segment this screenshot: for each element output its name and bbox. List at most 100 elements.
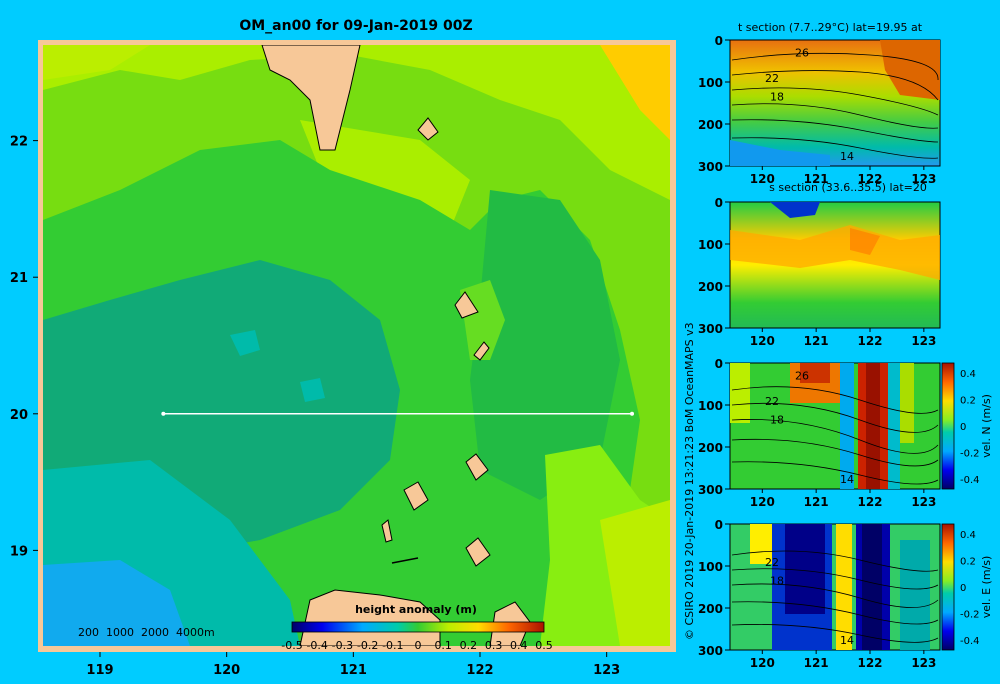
panel-contour-label: 22 [765, 72, 779, 85]
panel-y-tick-label: 0 [715, 518, 723, 532]
panel-x-tick-label: 121 [804, 334, 829, 348]
panel-contour-label: 26 [795, 47, 809, 60]
panel-contour-label: 14 [840, 634, 854, 647]
map-x-tick-label: 122 [466, 663, 493, 678]
panel-temperature-axes: 0 100 200 300 120 121 122 123 26 22 18 14 [698, 34, 936, 186]
panel-y-tick-label: 300 [698, 483, 723, 497]
panel-y-tick-label: 0 [715, 196, 723, 210]
panel-vel-east-colorbar-label: vel. E (m/s) [980, 556, 993, 619]
panel-salinity-axes: 0 100 200 300 120 121 122 123 [698, 196, 936, 348]
map-x-tick-label: 121 [340, 663, 367, 678]
panel-y-tick-label: 300 [698, 644, 723, 658]
panel-temperature: t section (7.7..29°C) lat=19.95 at 0 100 2… [698, 21, 941, 186]
colorbar-tick-label: -0.5 [281, 639, 302, 652]
panel-x-tick-label: 122 [857, 172, 882, 186]
map-axes: 119 120 121 122 123 22 21 20 19 [10, 135, 620, 678]
colorbar-tick-label: -0.2 [357, 639, 378, 652]
map-y-tick-label: 22 [10, 135, 28, 150]
panel-x-tick-label: 122 [857, 334, 882, 348]
panel-contour-label: 14 [840, 150, 854, 163]
panel-x-tick-label: 123 [911, 656, 936, 670]
panel-contour-label: 18 [770, 575, 784, 588]
panel-colorbar-tick-label: -0.2 [960, 449, 980, 460]
map-y-ticks: 22 21 20 19 [10, 135, 38, 559]
panel-contour-label: 14 [840, 473, 854, 486]
panel-temperature-title: t section (7.7..29°C) lat=19.95 at [738, 21, 923, 34]
depth-legend: 200 1000 2000 4000m [78, 626, 215, 639]
panel-colorbar-tick-label: 0.2 [960, 557, 976, 568]
map-x-tick-label: 123 [593, 663, 620, 678]
panel-y-tick-label: 0 [715, 34, 723, 48]
map-x-tick-label: 120 [213, 663, 240, 678]
section-start-marker [161, 411, 166, 416]
colorbar: height anomaly (m) -0.5 -0.4 -0.3 -0.2 -0.1 0… [281, 603, 552, 652]
panel-y-tick-label: 100 [698, 76, 723, 90]
panel-x-tick-label: 121 [804, 656, 829, 670]
panel-x-tick-label: 120 [750, 334, 775, 348]
panel-vel-north: vel. N (m/s) 0 100 200 300 120 121 122 123 26 22 1… [698, 357, 993, 509]
colorbar-tick-label: 0.3 [485, 639, 503, 652]
panel-x-tick-label: 123 [911, 334, 936, 348]
colorbar-tick-label: 0.5 [535, 639, 553, 652]
colorbar-title: height anomaly (m) [355, 603, 477, 616]
panel-vel-east-axes: 0 100 200 300 120 121 122 123 22 18 14 0.4 0.2 0 -0.2 -… [698, 518, 980, 670]
panel-y-tick-label: 100 [698, 238, 723, 252]
panel-x-tick-label: 120 [750, 172, 775, 186]
panel-vel-north-colorbar-label: vel. N (m/s) [980, 394, 993, 458]
colorbar-gradient [291, 621, 545, 633]
section-line [161, 411, 634, 416]
panel-y-tick-label: 200 [698, 280, 723, 294]
panel-x-tick-label: 123 [911, 495, 936, 509]
credit-text: © CSIRO 2019 20-Jan-2019 13:21:23 BoM Oc… [683, 322, 696, 640]
panel-y-tick-label: 0 [715, 357, 723, 371]
panel-colorbar-tick-label: 0.2 [960, 396, 976, 407]
panel-contour-label: 18 [770, 414, 784, 427]
colorbar-tick-label: 0.1 [434, 639, 452, 652]
panel-vel-east-colorbar [941, 523, 955, 651]
panel-colorbar-tick-label: 0 [960, 583, 966, 594]
panel-colorbar-tick-label: 0 [960, 422, 966, 433]
panel-x-tick-label: 122 [857, 656, 882, 670]
panel-y-tick-label: 200 [698, 441, 723, 455]
colorbar-ticks: -0.5 -0.4 -0.3 -0.2 -0.1 0 0.1 0.2 0.3 0.4 0.5 [281, 639, 552, 652]
panel-colorbar-tick-label: 0.4 [960, 369, 976, 380]
panel-temperature-field [729, 39, 941, 167]
panel-vel-east-field [729, 523, 941, 651]
panel-contour-label: 22 [765, 556, 779, 569]
panel-salinity-field [729, 201, 941, 329]
map-title: OM_an00 for 09-Jan-2019 00Z [239, 18, 472, 34]
panel-contour-label: 26 [795, 370, 809, 383]
colorbar-tick-label: 0.4 [510, 639, 528, 652]
panel-vel-north-axes: 0 100 200 300 120 121 122 123 26 22 18 14 0.4 0.2 0 -0.… [698, 357, 980, 509]
panel-colorbar-tick-label: -0.2 [960, 610, 980, 621]
colorbar-tick-label: 0 [415, 639, 422, 652]
panel-salinity-title: s section (33.6..35.5) lat=20 [769, 181, 927, 194]
panel-vel-north-field [729, 362, 941, 490]
panel-x-tick-label: 120 [750, 495, 775, 509]
map-x-tick-label: 119 [86, 663, 113, 678]
colorbar-tick-label: 0.2 [460, 639, 478, 652]
panel-colorbar-tick-label: -0.4 [960, 636, 980, 647]
panel-vel-east: vel. E (m/s) 0 100 200 300 120 121 122 123 22 18 1… [698, 518, 993, 670]
panel-y-tick-label: 200 [698, 118, 723, 132]
height-anomaly-field [43, 45, 670, 646]
panel-colorbar-tick-label: 0.4 [960, 530, 976, 541]
panel-y-tick-label: 300 [698, 322, 723, 336]
panel-contour-label: 22 [765, 395, 779, 408]
map-x-ticks: 119 120 121 122 123 [86, 652, 620, 678]
panel-y-tick-label: 200 [698, 602, 723, 616]
map-y-tick-label: 21 [10, 271, 28, 286]
map-y-tick-label: 19 [10, 544, 28, 559]
panel-y-tick-label: 300 [698, 160, 723, 174]
colorbar-tick-label: -0.3 [332, 639, 353, 652]
panel-vel-north-colorbar [941, 362, 955, 490]
map-y-tick-label: 20 [10, 408, 28, 423]
panel-y-tick-label: 100 [698, 399, 723, 413]
panel-x-tick-label: 120 [750, 656, 775, 670]
colorbar-tick-label: -0.4 [306, 639, 327, 652]
colorbar-tick-label: -0.1 [382, 639, 403, 652]
panel-colorbar-tick-label: -0.4 [960, 475, 980, 486]
panel-x-tick-label: 123 [911, 172, 936, 186]
panel-contour-label: 18 [770, 91, 784, 104]
